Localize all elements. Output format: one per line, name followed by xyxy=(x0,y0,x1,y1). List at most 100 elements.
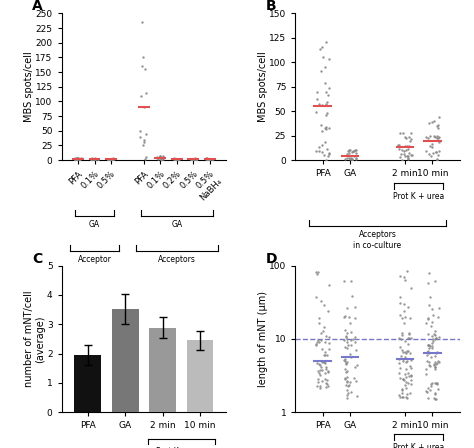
Point xyxy=(395,145,403,152)
Point xyxy=(340,313,348,320)
Point xyxy=(396,311,404,318)
Point xyxy=(395,141,402,148)
Point xyxy=(405,134,413,141)
Point xyxy=(435,133,442,140)
Point xyxy=(342,333,349,340)
Point xyxy=(436,138,443,145)
Point xyxy=(435,134,442,142)
Point xyxy=(408,376,415,383)
Point xyxy=(94,155,102,163)
Point xyxy=(173,156,180,164)
Point xyxy=(341,366,349,373)
Point xyxy=(158,156,166,163)
Point xyxy=(174,155,182,163)
Point xyxy=(401,348,409,355)
Point xyxy=(342,344,349,351)
Point xyxy=(425,394,432,401)
Point xyxy=(322,364,329,371)
Point xyxy=(425,347,432,354)
Point xyxy=(425,151,432,158)
Point xyxy=(76,155,84,163)
Point xyxy=(137,127,144,134)
Point xyxy=(312,148,320,155)
Text: Acceptor
only: Acceptor only xyxy=(78,255,111,275)
Point xyxy=(325,150,333,157)
Point xyxy=(342,333,350,340)
Point xyxy=(433,156,441,163)
Point xyxy=(323,333,330,340)
Point xyxy=(435,147,442,155)
Point xyxy=(431,332,439,339)
Point xyxy=(407,389,414,396)
Point xyxy=(424,314,431,322)
Point xyxy=(345,381,353,388)
Point xyxy=(434,151,441,159)
Y-axis label: length of mNT (μm): length of mNT (μm) xyxy=(257,291,268,387)
Point xyxy=(346,320,354,327)
Point xyxy=(407,130,415,137)
Point xyxy=(170,155,178,162)
Point xyxy=(141,65,148,73)
Point xyxy=(404,335,412,342)
Point xyxy=(321,79,329,86)
Point xyxy=(320,358,328,365)
Point xyxy=(426,293,434,300)
Point xyxy=(431,390,438,397)
Point xyxy=(319,359,326,366)
Point xyxy=(399,386,406,393)
Point xyxy=(405,340,412,347)
Point xyxy=(434,124,442,131)
Point xyxy=(73,155,81,162)
Point xyxy=(396,273,403,280)
Point xyxy=(343,386,350,393)
Point xyxy=(143,89,150,96)
Point xyxy=(402,378,410,385)
Point xyxy=(405,330,413,337)
Point xyxy=(325,345,332,353)
Point xyxy=(424,315,432,322)
Point xyxy=(435,333,443,340)
Point xyxy=(347,328,355,336)
Point xyxy=(73,155,81,162)
Point xyxy=(109,155,116,163)
Point xyxy=(159,153,167,160)
Point xyxy=(425,134,432,142)
Point xyxy=(422,365,430,372)
Point xyxy=(320,151,328,159)
Point xyxy=(432,334,439,341)
Point xyxy=(340,357,348,364)
Point xyxy=(316,361,323,368)
Point xyxy=(75,155,83,163)
Point xyxy=(436,114,443,121)
Text: GA: GA xyxy=(171,220,182,229)
Point xyxy=(399,375,406,382)
Point xyxy=(345,382,352,389)
Point xyxy=(431,353,438,360)
Point xyxy=(92,155,100,163)
Point xyxy=(408,372,415,379)
Point xyxy=(427,380,435,388)
Point xyxy=(401,353,409,360)
Point xyxy=(202,155,210,162)
Bar xyxy=(112,309,139,412)
Point xyxy=(348,156,356,163)
Point xyxy=(428,332,436,340)
Point xyxy=(315,100,323,108)
Point xyxy=(208,155,215,163)
Point xyxy=(316,362,324,369)
Point xyxy=(140,136,147,143)
Point xyxy=(401,134,409,141)
Point xyxy=(87,155,95,162)
Point xyxy=(341,155,349,163)
Point xyxy=(402,349,410,357)
Text: D: D xyxy=(265,252,277,266)
Point xyxy=(396,392,403,399)
Point xyxy=(428,343,435,350)
Point xyxy=(319,53,326,60)
Point xyxy=(351,334,359,341)
Point xyxy=(314,378,322,385)
Point xyxy=(425,349,432,357)
Point xyxy=(109,156,117,163)
Point xyxy=(346,155,354,163)
Point xyxy=(323,98,330,105)
